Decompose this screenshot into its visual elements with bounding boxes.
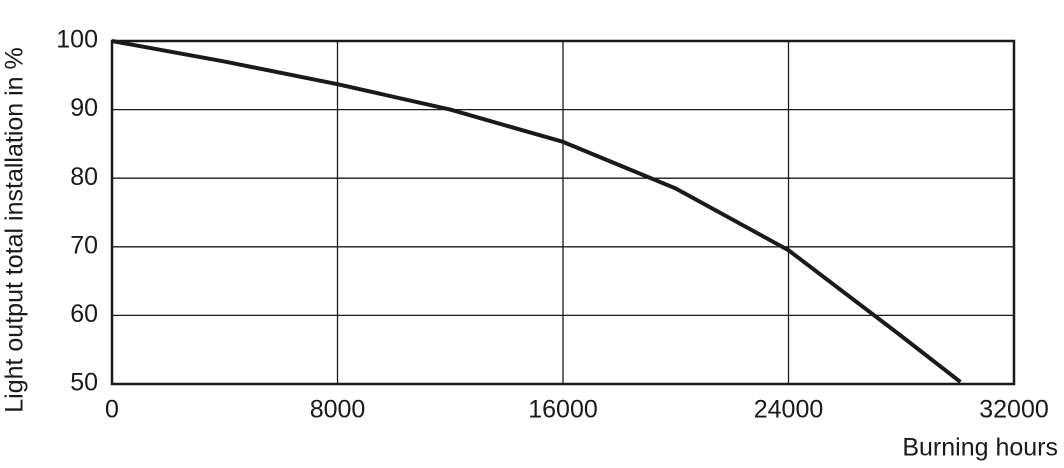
- y-tick-label: 60: [70, 300, 98, 328]
- y-tick-label: 80: [70, 163, 98, 191]
- line-series: [111, 39, 962, 384]
- y-tick-label: 70: [70, 231, 98, 259]
- y-tick-label: 50: [70, 369, 98, 397]
- y-axis-label: Light output total installation in %: [1, 47, 29, 413]
- x-axis-label: Burning hours: [902, 434, 1058, 462]
- x-tick-label: 32000: [979, 396, 1049, 424]
- x-tick-label: 16000: [528, 396, 598, 424]
- y-tick-label: 90: [70, 94, 98, 122]
- x-tick-label: 0: [105, 396, 119, 424]
- plot-frame: [110, 39, 1016, 386]
- x-tick-label: 24000: [754, 396, 824, 424]
- y-tick-label: 100: [56, 26, 98, 54]
- x-tick-label: 8000: [310, 396, 366, 424]
